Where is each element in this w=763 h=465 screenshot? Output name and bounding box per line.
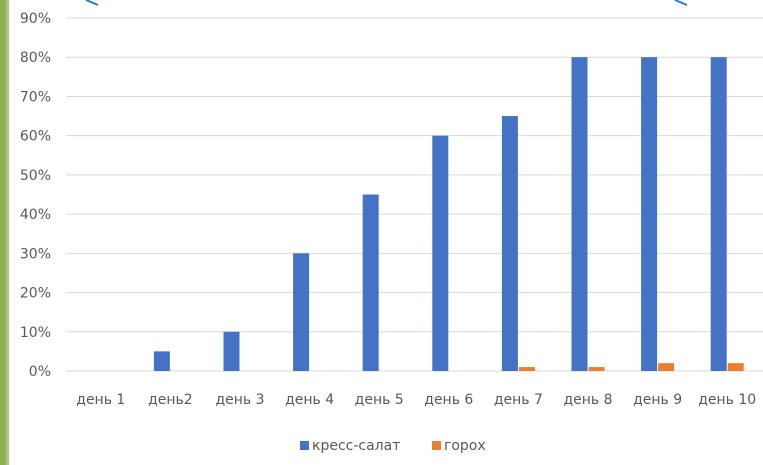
y-tick-label: 0% <box>29 364 51 380</box>
gridlines <box>66 17 763 372</box>
x-tick-label: день 6 <box>424 392 473 408</box>
y-axis-tick-labels: 0% 10% 20% 30% 40% 50% 60% 70% 80% 90% <box>20 11 51 380</box>
bar-series-2 <box>727 363 744 371</box>
x-tick-label: день 3 <box>215 392 264 408</box>
legend-label: кресс-салат <box>312 438 400 454</box>
accent-layer <box>85 0 688 6</box>
x-tick-label: день 7 <box>494 392 543 408</box>
bar-series-1 <box>710 57 727 371</box>
legend-swatch <box>432 441 441 450</box>
bar-series-1 <box>362 194 379 371</box>
slide-frame-border <box>0 0 9 465</box>
y-tick-label: 30% <box>20 246 51 262</box>
x-tick-label: день 10 <box>698 392 756 408</box>
bar-series-1 <box>223 331 240 371</box>
x-tick-label: день 1 <box>76 392 125 408</box>
x-tick-label: день 9 <box>633 392 682 408</box>
accent-stroke-right <box>674 0 688 6</box>
y-tick-label: 80% <box>20 50 51 66</box>
y-tick-label: 10% <box>20 325 51 341</box>
accent-stroke-left <box>85 0 99 6</box>
bar-series-2 <box>518 367 535 371</box>
y-tick-label: 20% <box>20 286 51 302</box>
y-tick-label: 40% <box>20 207 51 223</box>
y-tick-label: 90% <box>20 11 51 27</box>
bar-series-2 <box>658 363 675 371</box>
x-axis-tick-labels: день 1 день2 день 3 день 4 день 5 день 6 день … <box>76 392 756 408</box>
legend: кресс-салат горох <box>300 438 486 454</box>
bars <box>153 57 744 371</box>
bar-series-1 <box>293 253 310 371</box>
x-tick-label: день 4 <box>285 392 334 408</box>
x-tick-label: день 8 <box>563 392 612 408</box>
bar-series-1 <box>641 57 658 371</box>
bar-series-1 <box>153 351 170 371</box>
legend-label: горох <box>444 438 486 454</box>
bar-series-2 <box>588 367 605 371</box>
bar-series-1 <box>501 116 518 371</box>
x-tick-label: день2 <box>148 392 193 408</box>
y-tick-label: 60% <box>20 129 51 145</box>
bar-series-1 <box>432 135 449 371</box>
y-tick-label: 70% <box>20 89 51 105</box>
bar-series-1 <box>571 57 588 371</box>
x-tick-label: день 5 <box>355 392 404 408</box>
slide-frame-inner-border <box>6 0 9 465</box>
y-tick-label: 50% <box>20 168 51 184</box>
legend-swatch <box>300 441 309 450</box>
